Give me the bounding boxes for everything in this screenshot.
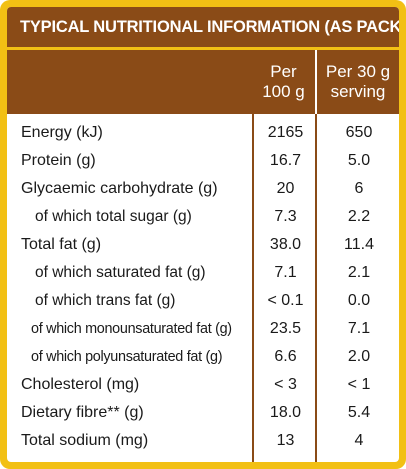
row-value-per100: 13 — [276, 432, 295, 449]
row-value-serving: < 1 — [347, 376, 371, 393]
row-label: of which saturated fat (g) — [35, 264, 206, 281]
row-label: of which monounsaturated fat (g) — [31, 321, 232, 337]
row-label: Total sodium (mg) — [21, 432, 149, 449]
row-label: of which trans fat (g) — [35, 292, 176, 309]
row-value-serving: 11.4 — [344, 236, 374, 253]
row-value-serving: 2.2 — [347, 208, 371, 225]
row-value-per100: 20 — [276, 180, 295, 197]
table-row: of which polyunsaturated fat (g) 6.6 2.0 — [7, 343, 399, 371]
row-value-per100: < 3 — [274, 376, 297, 393]
row-value-serving: 6 — [354, 180, 364, 197]
row-value-per100: 23.5 — [269, 320, 302, 337]
row-value-serving: 7.1 — [347, 320, 371, 337]
row-label: Glycaemic carbohydrate (g) — [21, 180, 218, 197]
row-value-per100: 38.0 — [269, 236, 302, 253]
column-header-serving: Per 30 g serving — [317, 50, 399, 114]
table-row: Glycaemic carbohydrate (g) 20 6 — [7, 175, 399, 203]
row-value-serving: 650 — [345, 124, 373, 141]
row-label: Protein (g) — [21, 152, 96, 169]
row-label: of which polyunsaturated fat (g) — [31, 349, 223, 365]
table-row: Cholesterol (mg) < 3 < 1 — [7, 371, 399, 399]
row-value-per100: 7.1 — [274, 264, 297, 281]
row-value-per100: 16.7 — [269, 152, 302, 169]
table-row: Total sodium (mg) 13 4 — [7, 427, 399, 455]
table-row: of which trans fat (g) < 0.1 0.0 — [7, 287, 399, 315]
table-row: of which total sugar (g) 7.3 2.2 — [7, 203, 399, 231]
table-row: Protein (g) 16.7 5.0 — [7, 147, 399, 175]
row-value-per100: 2165 — [267, 124, 304, 141]
table-row: Total fat (g) 38.0 11.4 — [7, 231, 399, 259]
row-value-per100: 7.3 — [274, 208, 297, 225]
column-divider-left — [252, 114, 254, 462]
row-value-serving: 5.4 — [347, 404, 371, 421]
row-label: Dietary fibre** (g) — [21, 404, 144, 421]
table-title: TYPICAL NUTRITIONAL INFORMATION (AS PACK… — [7, 7, 399, 47]
row-value-serving: 2.0 — [347, 348, 371, 365]
column-header-per100: Per 100 g — [252, 50, 315, 114]
table-row: Energy (kJ) 2165 650 — [7, 119, 399, 147]
header-divider — [315, 50, 317, 114]
row-label: Energy (kJ) — [21, 124, 103, 141]
column-header-row: Per 100 g Per 30 g serving — [7, 47, 399, 114]
row-label: of which total sugar (g) — [35, 208, 192, 225]
row-value-per100: 18.0 — [269, 404, 302, 421]
column-header-per100-line2: 100 g — [262, 82, 305, 101]
row-value-serving: 4 — [354, 432, 364, 449]
row-value-serving: 0.0 — [347, 292, 371, 309]
row-value-serving: 5.0 — [347, 152, 371, 169]
table-body: Energy (kJ) 2165 650 Protein (g) 16.7 5.… — [7, 114, 399, 462]
column-header-serving-line2: serving — [330, 82, 386, 101]
row-value-per100: < 0.1 — [267, 292, 304, 309]
column-header-per100-line1: Per — [270, 62, 297, 81]
table-row: of which monounsaturated fat (g) 23.5 7.… — [7, 315, 399, 343]
row-value-per100: 6.6 — [274, 348, 297, 365]
column-header-serving-line1: Per 30 g — [325, 62, 391, 81]
table-row: of which saturated fat (g) 7.1 2.1 — [7, 259, 399, 287]
row-label: Total fat (g) — [21, 236, 102, 253]
table-row: Dietary fibre** (g) 18.0 5.4 — [7, 399, 399, 427]
nutrition-table: TYPICAL NUTRITIONAL INFORMATION (AS PACK… — [7, 7, 399, 462]
row-label: Cholesterol (mg) — [21, 376, 140, 393]
column-divider-right — [315, 114, 317, 462]
row-value-serving: 2.1 — [347, 264, 371, 281]
